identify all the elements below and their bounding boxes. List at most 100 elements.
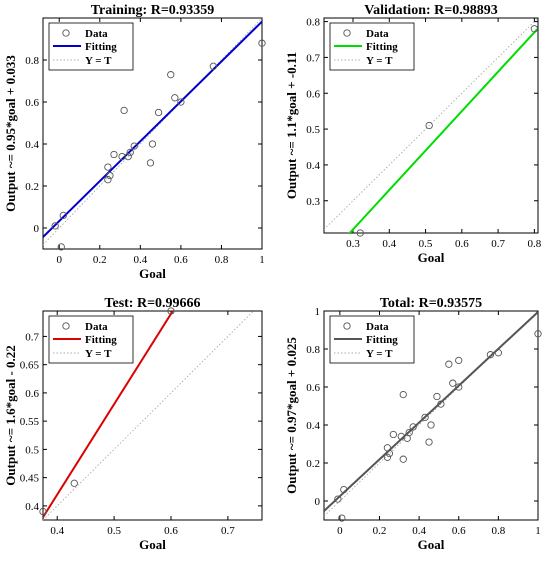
y-tick-label: 0.4	[306, 160, 320, 172]
identity-line	[324, 311, 538, 517]
legend-entry: Fitting	[366, 41, 398, 53]
y-axis-label: Output ~= 1.1*goal + -0.11	[284, 52, 299, 199]
data-point	[385, 449, 394, 458]
data-point	[338, 514, 346, 522]
legend-entry: Fitting	[366, 334, 398, 346]
fitting-line	[43, 311, 174, 518]
data-point	[126, 148, 134, 157]
data-point	[130, 142, 138, 150]
x-tick-label: 0.8	[215, 254, 229, 266]
data-point	[104, 176, 112, 184]
chart-title: Test: R=0.99666	[104, 296, 200, 311]
y-axis-label: Output ~= 0.97*goal + 0.025	[284, 337, 299, 494]
legend-data-marker	[343, 29, 351, 37]
y-tick-label: 0.5	[25, 444, 39, 456]
data-point	[433, 392, 441, 401]
data-point	[383, 453, 392, 461]
y-tick-label: 0.6	[25, 97, 39, 109]
data-point	[59, 211, 67, 220]
x-tick-label: 0.6	[452, 525, 466, 537]
chart-title: Training: R=0.93359	[91, 3, 215, 18]
x-tick-label: 0.2	[93, 254, 107, 266]
chart-panel-3: 0.4 0.5 0.6 0.7 0.4 0.45 0.5 0.55 0.6 0.65 0.7 Data…	[3, 296, 263, 552]
x-tick-label: 0.2	[373, 525, 387, 537]
data-point	[449, 379, 457, 387]
data-point	[39, 507, 47, 516]
data-point	[104, 163, 112, 171]
data-point	[534, 330, 542, 338]
data-point	[421, 413, 429, 422]
data-point	[171, 94, 179, 102]
data-point	[530, 25, 539, 33]
y-tick-label: 0.6	[306, 382, 320, 394]
legend-entry: Data	[85, 321, 108, 333]
y-tick-label: 0.65	[20, 360, 40, 372]
data-point	[146, 159, 155, 167]
plot-content	[324, 311, 538, 517]
legend-entry: Data	[366, 321, 389, 333]
y-tick-label: 0.4	[25, 139, 39, 151]
x-tick-label: 0.6	[174, 254, 188, 266]
y-tick-label: 0.8	[306, 344, 320, 356]
data-point	[167, 307, 175, 315]
data-point	[124, 152, 132, 161]
data-point	[51, 222, 59, 230]
data-point	[425, 438, 433, 446]
plot-content	[43, 311, 255, 520]
y-tick-label: 0.7	[25, 331, 39, 343]
data-point	[437, 400, 445, 408]
y-tick-label: 0.6	[25, 388, 39, 400]
y-tick-label: 0.7	[306, 52, 320, 64]
data-point	[110, 150, 118, 159]
fitting-line	[348, 27, 538, 233]
fitting-line	[43, 20, 262, 238]
data-point	[399, 390, 407, 399]
data-point	[356, 229, 364, 237]
data-point	[340, 485, 348, 494]
data-point	[70, 479, 78, 487]
x-tick-label: 0.5	[419, 238, 433, 250]
legend-entry: Data	[85, 28, 108, 40]
y-tick-label: 0.8	[306, 17, 320, 29]
legend-entry: Data	[366, 28, 389, 40]
data-point	[258, 39, 266, 47]
x-axis-label: Goal	[418, 250, 445, 265]
legend-data-marker	[62, 29, 70, 37]
x-tick-label: 0.8	[527, 238, 541, 250]
legend-entry: Y = T	[366, 348, 393, 360]
plot-content	[324, 18, 538, 233]
data-point	[409, 423, 417, 431]
data-point	[389, 430, 398, 439]
x-tick-label: 0.5	[107, 525, 121, 537]
plot-content	[43, 18, 262, 246]
y-tick-label: 0.55	[20, 416, 40, 428]
x-axis-label: Goal	[139, 266, 166, 281]
y-tick-label: 0.2	[306, 458, 320, 470]
y-tick-label: 0.5	[306, 124, 320, 136]
data-point	[154, 108, 163, 117]
x-tick-label: 0.6	[164, 525, 178, 537]
x-tick-label: 0	[337, 525, 343, 537]
identity-line	[43, 311, 255, 520]
legend-entry: Y = T	[85, 348, 112, 360]
x-tick-label: 0.4	[382, 238, 396, 250]
data-point	[177, 98, 185, 106]
x-tick-label: 0.4	[133, 254, 147, 266]
identity-line	[43, 18, 262, 246]
x-tick-label: 0.4	[412, 525, 426, 537]
chart-title: Validation: R=0.98893	[364, 3, 497, 18]
x-tick-label: 0.6	[455, 238, 469, 250]
x-axis-label: Goal	[139, 537, 166, 552]
data-point	[148, 140, 157, 148]
y-tick-label: 0.4	[306, 420, 320, 432]
y-axis-label: Output ~= 1.6*goal - 0.22	[3, 345, 18, 486]
y-tick-label: 0.8	[25, 55, 39, 67]
y-tick-label: 1	[315, 306, 321, 318]
x-tick-label: 0.4	[50, 525, 64, 537]
y-tick-label: 0.3	[306, 196, 320, 208]
